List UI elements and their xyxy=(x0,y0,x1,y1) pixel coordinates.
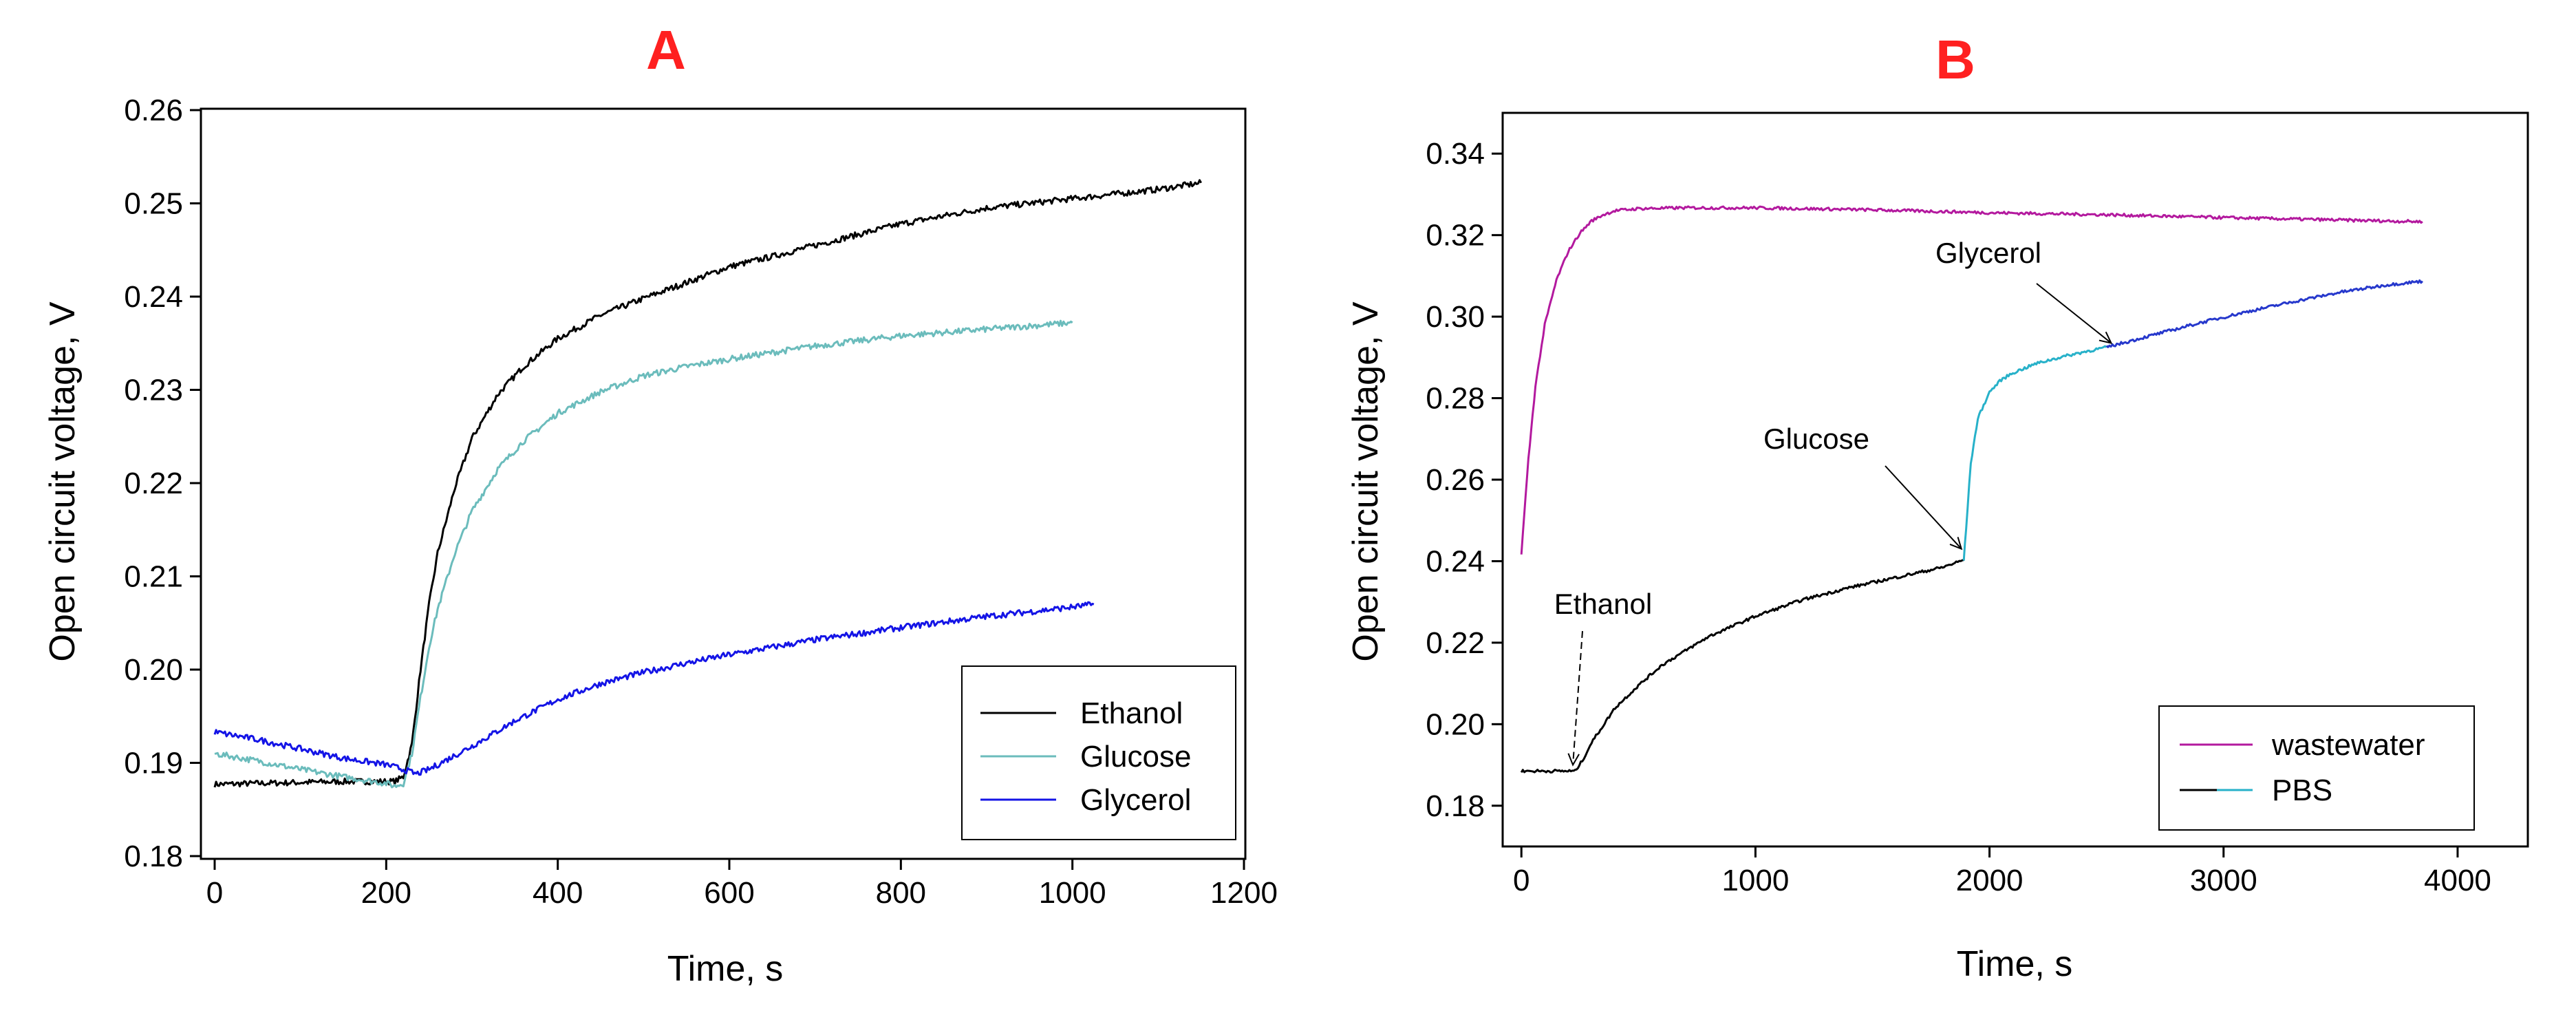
x-tick-label: 400 xyxy=(533,876,583,910)
x-tick-label: 3000 xyxy=(2190,864,2257,897)
y-tick-label: 0.26 xyxy=(124,94,183,127)
series-line-pbs xyxy=(1520,559,1964,774)
panel-b-legend: wastewater PBS xyxy=(2158,705,2475,831)
x-tick-label: 800 xyxy=(876,876,926,910)
annotation-ethanol: Ethanol xyxy=(1554,588,1652,620)
legend-label-ethanol: Ethanol xyxy=(1080,696,1183,730)
series-line-ethanol xyxy=(213,179,1203,788)
annotation-glycerol: Glycerol xyxy=(1935,237,2041,269)
annotation-arrowhead xyxy=(1949,537,1963,551)
x-tick-label: 2000 xyxy=(1956,864,2024,897)
annotation-arrow-glycerol xyxy=(2036,283,2112,344)
y-tick-label: 0.19 xyxy=(124,747,183,780)
y-tick-label: 0.24 xyxy=(124,280,183,314)
panel-a-y-axis-title: Open circuit voltage, V xyxy=(43,301,83,661)
y-tick-label: 0.25 xyxy=(124,187,183,221)
x-tick-label: 200 xyxy=(361,876,411,910)
legend-label-glycerol: Glycerol xyxy=(1080,783,1191,817)
series-line-pbs xyxy=(2105,279,2423,348)
x-tick-label: 0 xyxy=(1513,864,1530,897)
y-tick-label: 0.20 xyxy=(124,653,183,687)
annotation-arrowhead xyxy=(2099,331,2113,344)
panel-a-label: A xyxy=(646,19,686,81)
y-tick-label: 0.18 xyxy=(1426,789,1485,823)
y-tick-label: 0.23 xyxy=(124,374,183,407)
series-line-pbs xyxy=(1962,345,2107,561)
annotation-arrowhead xyxy=(1567,753,1580,767)
panel-a-legend-box xyxy=(961,665,1236,840)
y-tick-label: 0.28 xyxy=(1426,382,1485,416)
y-tick-label: 0.18 xyxy=(124,840,183,873)
panel-b-series xyxy=(1520,205,2423,774)
y-tick-label: 0.26 xyxy=(1426,463,1485,497)
x-tick-label: 0 xyxy=(206,876,223,910)
panel-b-y-axis-title: Open circuit voltage, V xyxy=(1346,301,1386,661)
y-tick-label: 0.32 xyxy=(1426,219,1485,253)
panel-a-series xyxy=(213,179,1203,789)
legend-label-glucose: Glucose xyxy=(1080,740,1191,774)
panel-a-x-axis-title: Time, s xyxy=(667,949,784,989)
y-tick-label: 0.20 xyxy=(1426,707,1485,741)
y-tick-label: 0.22 xyxy=(124,467,183,500)
annotation-glucose: Glucose xyxy=(1763,423,1869,455)
x-tick-label: 1200 xyxy=(1210,876,1278,910)
y-tick-label: 0.24 xyxy=(1426,544,1485,578)
panel-b: B 0.18 0.20 0.22 0.24 0.26 0.28 0.30 0.32 0.34 0… xyxy=(1346,29,2529,984)
y-tick-label: 0.21 xyxy=(124,560,183,594)
series-line-glycerol xyxy=(213,601,1095,776)
legend-label-wastewater: wastewater xyxy=(2271,728,2425,762)
y-tick-label: 0.30 xyxy=(1426,300,1485,334)
panel-a-y-axis: 0.18 0.19 0.20 0.21 0.22 0.23 0.24 0.25 0.26 xyxy=(124,94,201,873)
x-tick-label: 1000 xyxy=(1039,876,1106,910)
panel-b-label: B xyxy=(1935,29,1975,90)
x-tick-label: 600 xyxy=(704,876,754,910)
annotation-arrow-ethanol xyxy=(1572,630,1583,765)
panel-a-x-axis: 0 200 400 600 800 1000 1200 xyxy=(206,859,1278,910)
panel-b-x-axis: 0 1000 2000 3000 4000 xyxy=(1513,846,2491,897)
panel-b-legend-box xyxy=(2158,705,2475,831)
x-tick-label: 4000 xyxy=(2424,864,2491,897)
panel-a: A 0.18 0.19 0.20 0.21 0.22 0.23 0.24 0.25 0.26 0… xyxy=(43,19,1278,989)
y-tick-label: 0.22 xyxy=(1426,626,1485,660)
panel-a-legend: Ethanol Glucose Glycerol xyxy=(961,665,1236,840)
legend-label-pbs: PBS xyxy=(2272,774,2332,807)
panel-b-x-axis-title: Time, s xyxy=(1957,944,2073,984)
series-line-glucose xyxy=(214,319,1073,789)
panel-b-annotations: Ethanol Glucose Glycerol xyxy=(1554,237,2113,767)
annotation-arrow-glucose xyxy=(1885,465,1962,550)
panel-b-y-axis: 0.18 0.20 0.22 0.24 0.26 0.28 0.30 0.32 0.34 xyxy=(1426,137,1503,823)
x-tick-label: 1000 xyxy=(1721,864,1789,897)
series-line-wastewater xyxy=(1520,205,2423,555)
y-tick-label: 0.34 xyxy=(1426,137,1485,171)
